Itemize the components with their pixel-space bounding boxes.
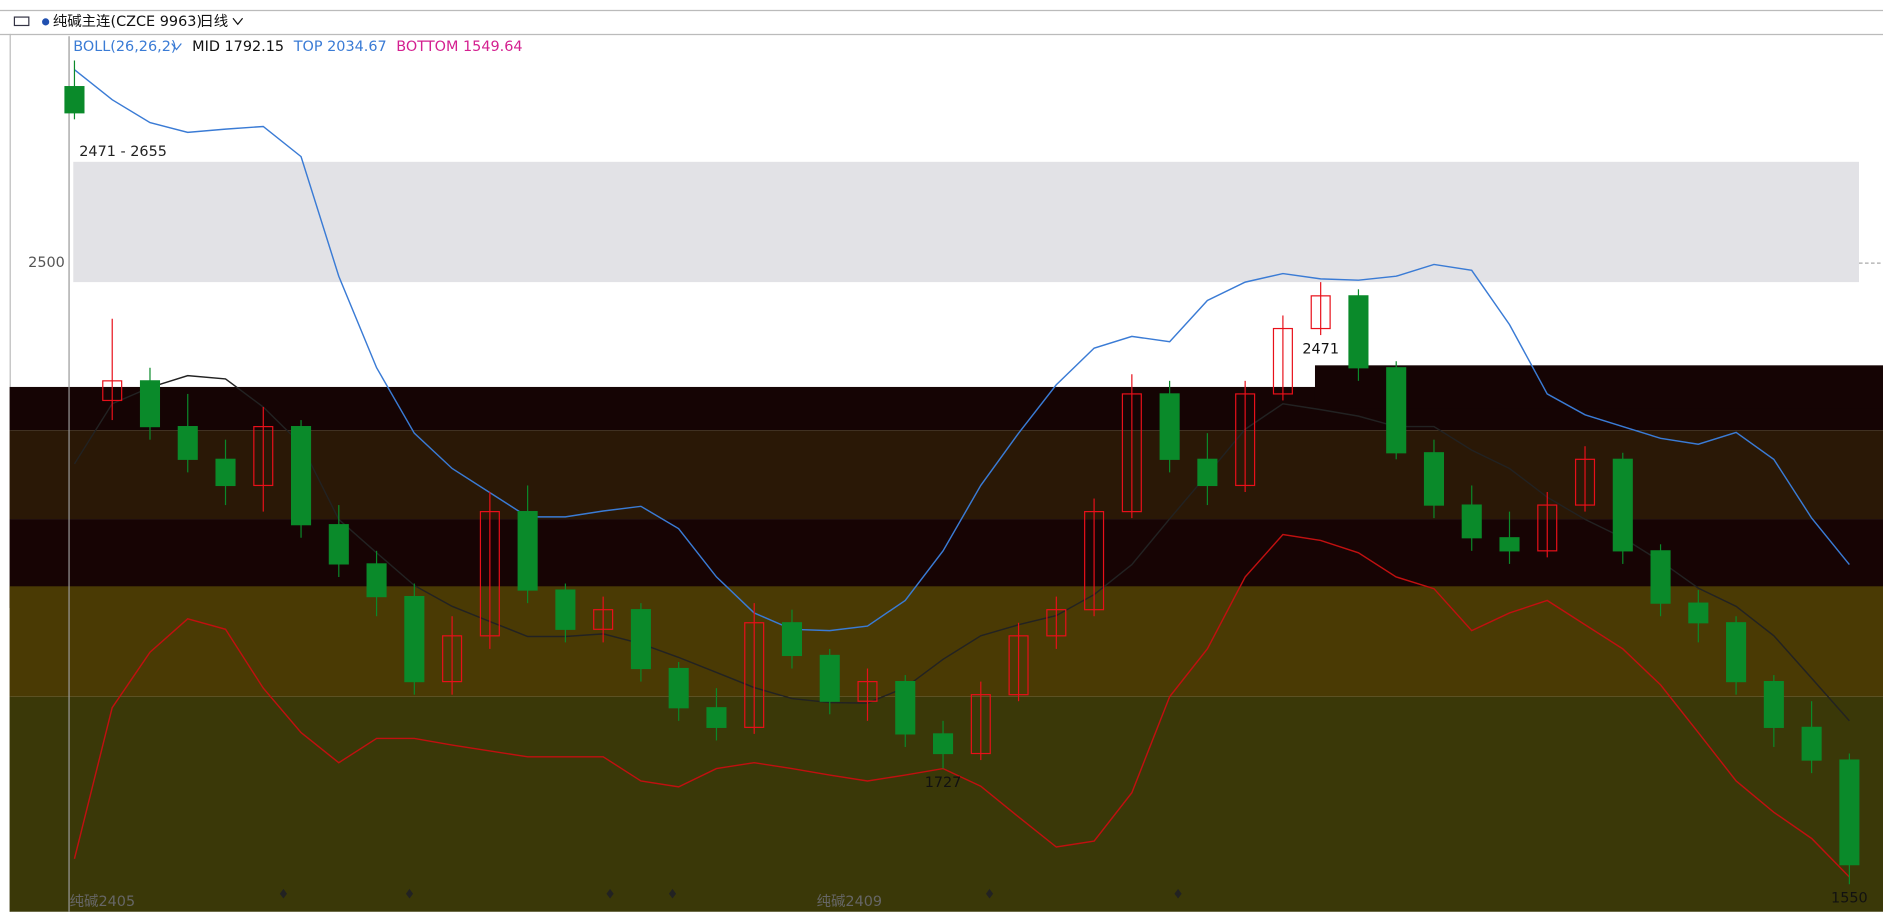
- candle-body: [65, 87, 84, 113]
- legend-value: 1792.15: [225, 39, 285, 55]
- candle-body: [934, 734, 953, 754]
- candle-body: [1651, 551, 1670, 603]
- dot-icon: [42, 18, 49, 25]
- price-zone: [73, 162, 1859, 282]
- candle-body: [1198, 459, 1217, 485]
- y-tick-label: 2500: [28, 255, 65, 271]
- candle-body: [178, 427, 197, 460]
- candle-body: [707, 708, 726, 728]
- candle-body: [292, 427, 311, 525]
- legend-name: BOTTOM: [396, 39, 458, 55]
- candle-body: [1160, 394, 1179, 459]
- candle-body: [631, 610, 650, 669]
- candle-body: [1689, 603, 1708, 623]
- legend-name: TOP: [293, 39, 323, 55]
- candle-body: [1500, 538, 1519, 551]
- price-annotation: 1550: [1831, 891, 1868, 907]
- candle-body: [1802, 727, 1821, 760]
- candle-body: [1764, 682, 1783, 728]
- legend-name: MID: [192, 39, 220, 55]
- overlay: [10, 607, 1883, 608]
- candle-body: [896, 682, 915, 734]
- candle-body: [1462, 505, 1481, 538]
- symbol-title[interactable]: 纯碱主连(CZCE 9963): [53, 13, 202, 30]
- indicator-name[interactable]: BOLL(26,26,2): [73, 39, 176, 55]
- legend: BOLL(26,26,2): [73, 39, 181, 55]
- candle-body: [518, 512, 537, 590]
- candle-body: [1387, 368, 1406, 453]
- price-annotation: 1727: [925, 775, 962, 791]
- chart-window: 纯碱主连(CZCE 9963) 日线 BOLL(26,26,2) 2471 - …: [0, 0, 1883, 912]
- candle-body: [1727, 623, 1746, 682]
- price-annotation: 2471: [1302, 341, 1339, 357]
- legend-entry: TOP 2034.67: [293, 39, 387, 55]
- period-selector[interactable]: 日线: [199, 13, 228, 30]
- candle-body: [783, 623, 802, 656]
- contract-label: 纯碱2405: [70, 893, 135, 910]
- candle-body: [329, 525, 348, 564]
- candle-body: [1349, 296, 1368, 368]
- overlay: [10, 586, 1883, 696]
- candle-body: [556, 590, 575, 629]
- contract-label: 纯碱2409: [817, 893, 882, 910]
- overlay: [10, 430, 1883, 519]
- legend-entry: MID 1792.15: [192, 39, 284, 55]
- candle-body: [1425, 453, 1444, 505]
- candle-body: [669, 669, 688, 708]
- zone-label: 2471 - 2655: [79, 144, 167, 160]
- candle-body: [405, 597, 424, 682]
- candle-body: [367, 564, 386, 597]
- legend-value: 2034.67: [327, 39, 387, 55]
- overlay: [10, 697, 1883, 912]
- candle-body: [216, 459, 235, 485]
- candle-body: [1840, 760, 1859, 865]
- legend-value: 1549.64: [463, 39, 523, 55]
- candle-body: [1613, 459, 1632, 551]
- legend-entry: BOTTOM 1549.64: [396, 39, 522, 55]
- candle-body: [141, 381, 160, 427]
- overlay-bands: [10, 365, 1883, 911]
- candle-body: [820, 655, 839, 701]
